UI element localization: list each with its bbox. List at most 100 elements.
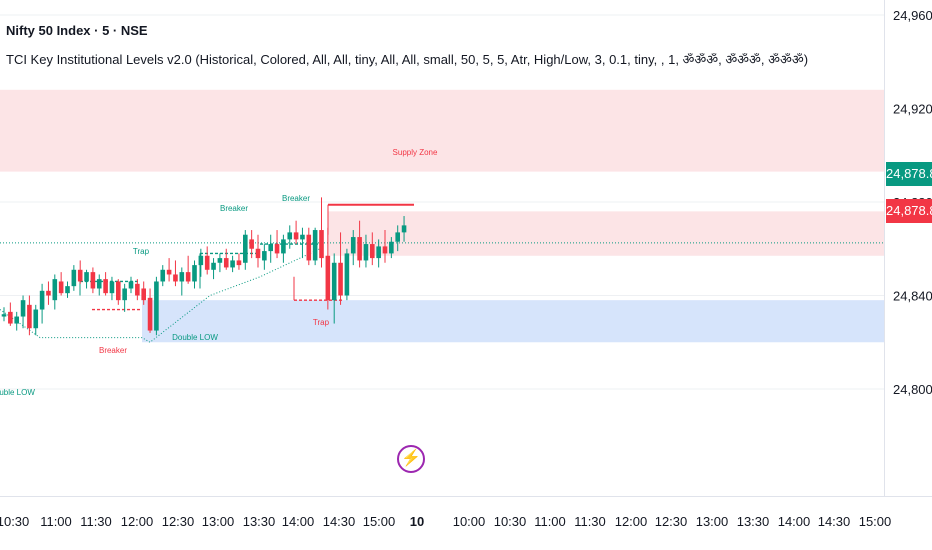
candle-body xyxy=(58,281,64,294)
candle-body xyxy=(243,234,248,263)
candle-body xyxy=(319,230,324,259)
candle-body xyxy=(274,244,280,254)
candle-body xyxy=(255,248,261,259)
candle-body xyxy=(262,251,267,261)
zone-label: Supply Zone xyxy=(393,148,438,157)
candle-body xyxy=(14,316,19,324)
candle-body xyxy=(179,272,185,282)
candle-body xyxy=(185,272,191,282)
candle-body xyxy=(293,232,299,240)
candle-body xyxy=(46,290,51,296)
candle-body xyxy=(20,300,26,317)
candle-body xyxy=(192,265,197,282)
time-tick-label: 12:30 xyxy=(162,514,195,529)
candle-body xyxy=(357,237,362,261)
candle-body xyxy=(236,260,242,266)
candle-body xyxy=(198,255,204,266)
time-tick-label: 10:00 xyxy=(453,514,486,529)
time-tick-label: 11:30 xyxy=(80,514,112,529)
price-tick-label: 24,920.00 xyxy=(893,102,932,117)
candle-body xyxy=(77,269,83,282)
time-tick-label: 13:30 xyxy=(243,514,276,529)
indicator-legend[interactable]: TCI Key Institutional Levels v2.0 (Histo… xyxy=(6,52,809,67)
time-tick-label: 14:30 xyxy=(323,514,356,529)
candle-body xyxy=(217,258,223,263)
candle-body xyxy=(204,255,210,270)
time-tick-label: 12:00 xyxy=(615,514,648,529)
candle-body xyxy=(401,225,407,233)
candle-body xyxy=(8,311,13,324)
candle-body xyxy=(147,297,153,331)
annotation-label: Trap xyxy=(313,318,330,327)
lightning-bolt-icon[interactable]: ⚡ xyxy=(397,445,425,473)
candle-body xyxy=(249,239,254,249)
candle-body xyxy=(27,304,32,329)
candle-body xyxy=(389,241,394,254)
time-tick-label: 15:00 xyxy=(363,514,396,529)
candle-body xyxy=(363,244,369,261)
annotation-label: Breaker xyxy=(282,194,310,203)
candle-body xyxy=(173,274,178,282)
supply-zone-upper xyxy=(0,89,884,172)
annotation-label: Breaker xyxy=(99,346,127,355)
time-tick-label: 12:00 xyxy=(121,514,154,529)
price-tick-label: 24,960.00 xyxy=(893,8,932,23)
candle-body xyxy=(116,281,121,301)
time-tick-label: 12:30 xyxy=(655,514,688,529)
candle-body xyxy=(230,260,235,268)
price-tick-label: 24,800.00 xyxy=(893,382,932,397)
candle-body xyxy=(39,290,45,310)
time-tick-label: 15:00 xyxy=(859,514,892,529)
candle-body xyxy=(395,232,400,242)
candle-body xyxy=(300,234,305,240)
candle-body xyxy=(325,255,331,301)
candle-body xyxy=(331,262,337,301)
candle-body xyxy=(128,281,134,289)
time-tick-label: 14:30 xyxy=(818,514,851,529)
time-tick-label: 13:00 xyxy=(696,514,729,529)
supply-zone xyxy=(328,211,884,256)
time-tick-label: 11:30 xyxy=(574,514,606,529)
time-tick-label: 11:00 xyxy=(40,514,72,529)
time-tick-label: 11:00 xyxy=(534,514,566,529)
candle-body xyxy=(287,232,293,240)
candle-body xyxy=(52,279,58,301)
candle-body xyxy=(33,309,39,329)
candle-body xyxy=(268,244,273,252)
candle-body xyxy=(141,288,146,301)
annotation-label: Double LOW xyxy=(172,333,218,342)
candle-body xyxy=(223,258,229,268)
candle-body xyxy=(281,239,286,254)
candle-body xyxy=(160,269,166,282)
time-tick-label: 10 xyxy=(410,514,424,529)
time-tick-label: 10:30 xyxy=(0,514,29,529)
candle-body xyxy=(382,246,388,254)
annotation-label: Double LOW xyxy=(0,388,35,397)
trail-line xyxy=(0,248,321,343)
candle-body xyxy=(1,314,7,317)
candle-body xyxy=(306,234,312,261)
annotation-label: Trap xyxy=(133,247,150,256)
time-tick-label: 14:00 xyxy=(282,514,315,529)
candle-body xyxy=(344,253,350,296)
demand-zone xyxy=(142,300,884,343)
candle-body xyxy=(84,272,89,282)
last-price-badge-red: 24,878.80 xyxy=(886,199,932,223)
symbol-title[interactable]: Nifty 50 Index · 5 · NSE xyxy=(6,23,148,38)
time-tick-label: 13:30 xyxy=(737,514,770,529)
last-price-badge-green: 24,878.80 xyxy=(886,162,932,186)
candle-body xyxy=(312,230,318,261)
candle-body xyxy=(166,269,172,275)
candle-body xyxy=(122,288,127,301)
candle-body xyxy=(338,262,343,296)
candle-body xyxy=(154,281,159,331)
candle-body xyxy=(90,272,96,289)
candle-body xyxy=(211,262,216,270)
candle-body xyxy=(103,279,108,294)
candle-body xyxy=(96,279,102,289)
candle-body xyxy=(71,269,77,287)
candle-body xyxy=(350,237,356,254)
candle-body xyxy=(370,244,375,259)
candle-body xyxy=(109,281,115,294)
